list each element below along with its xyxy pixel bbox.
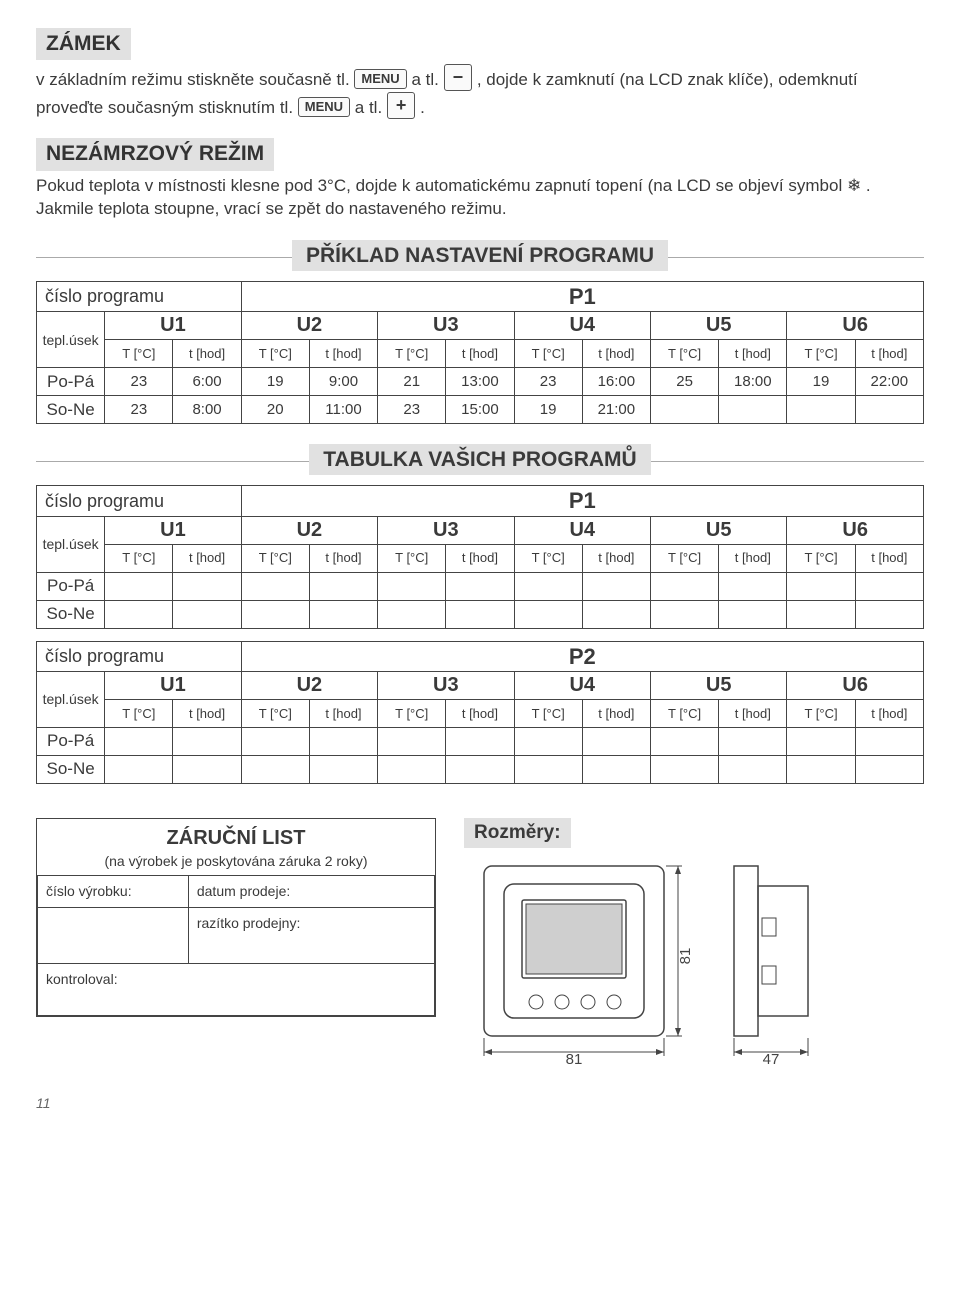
warranty-title: ZÁRUČNÍ LIST	[37, 819, 435, 852]
blank-heading: TABULKA VAŠICH PROGRAMŮ	[36, 446, 924, 474]
warranty-subtitle: (na výrobek je poskytována záruka 2 roky…	[37, 852, 435, 875]
lower-row: ZÁRUČNÍ LIST (na výrobek je poskytována …	[36, 818, 924, 1066]
dimensions-title: Rozměry:	[464, 818, 571, 848]
antifrost-title: NEZÁMRZOVÝ REŽIM	[36, 138, 274, 170]
dim-d: 47	[763, 1051, 780, 1066]
front-view-icon: 81 81	[464, 856, 694, 1066]
lock-text: v základním režimu stiskněte současně tl…	[36, 64, 924, 120]
blank-table-1: číslo programuP2tepl.úsekU1U2U3U4U5U6T […	[36, 641, 924, 785]
warranty-table: číslo výrobku: datum prodeje: razítko pr…	[37, 875, 435, 1016]
warranty-card: ZÁRUČNÍ LIST (na výrobek je poskytována …	[36, 818, 436, 1017]
warranty-prodnum: číslo výrobku:	[38, 876, 189, 908]
lock-text-1a: v základním režimu stiskněte současně tl…	[36, 70, 354, 89]
side-view-icon: 47	[714, 856, 864, 1066]
lock-text-1e: .	[420, 98, 425, 117]
page-number: 11	[36, 1094, 924, 1113]
lock-section: ZÁMEK v základním režimu stiskněte souča…	[36, 28, 924, 120]
minus-button-icon: −	[444, 64, 473, 90]
antifrost-section: NEZÁMRZOVÝ REŽIM Pokud teplota v místnos…	[36, 138, 924, 220]
plus-button-icon: +	[387, 92, 416, 118]
blank-tables: číslo programuP1tepl.úsekU1U2U3U4U5U6T […	[36, 485, 924, 784]
lock-title: ZÁMEK	[36, 28, 131, 60]
example-heading: PŘÍKLAD NASTAVENÍ PROGRAMU	[36, 242, 924, 270]
blank-table-0: číslo programuP1tepl.úsekU1U2U3U4U5U6T […	[36, 485, 924, 629]
lock-text-1d: a tl.	[355, 98, 387, 117]
example-heading-text: PŘÍKLAD NASTAVENÍ PROGRAMU	[292, 240, 668, 271]
dim-w: 81	[566, 1051, 583, 1066]
warranty-checked: kontroloval:	[38, 963, 435, 1015]
dimensions-section: Rozměry: 81	[464, 818, 924, 1066]
antifrost-text: Pokud teplota v místnosti klesne pod 3°C…	[36, 175, 924, 221]
menu-button-icon-2: MENU	[298, 97, 350, 117]
lock-text-1b: a tl.	[411, 70, 443, 89]
blank-heading-text: TABULKA VAŠICH PROGRAMŮ	[309, 444, 650, 475]
warranty-stamp: razítko prodejny:	[188, 907, 434, 963]
example-table: číslo programuP1tepl.úsekU1U2U3U4U5U6T […	[36, 281, 924, 425]
menu-button-icon: MENU	[354, 69, 406, 89]
warranty-date: datum prodeje:	[188, 876, 434, 908]
warranty-empty	[38, 907, 189, 963]
dim-h: 81	[677, 947, 694, 964]
